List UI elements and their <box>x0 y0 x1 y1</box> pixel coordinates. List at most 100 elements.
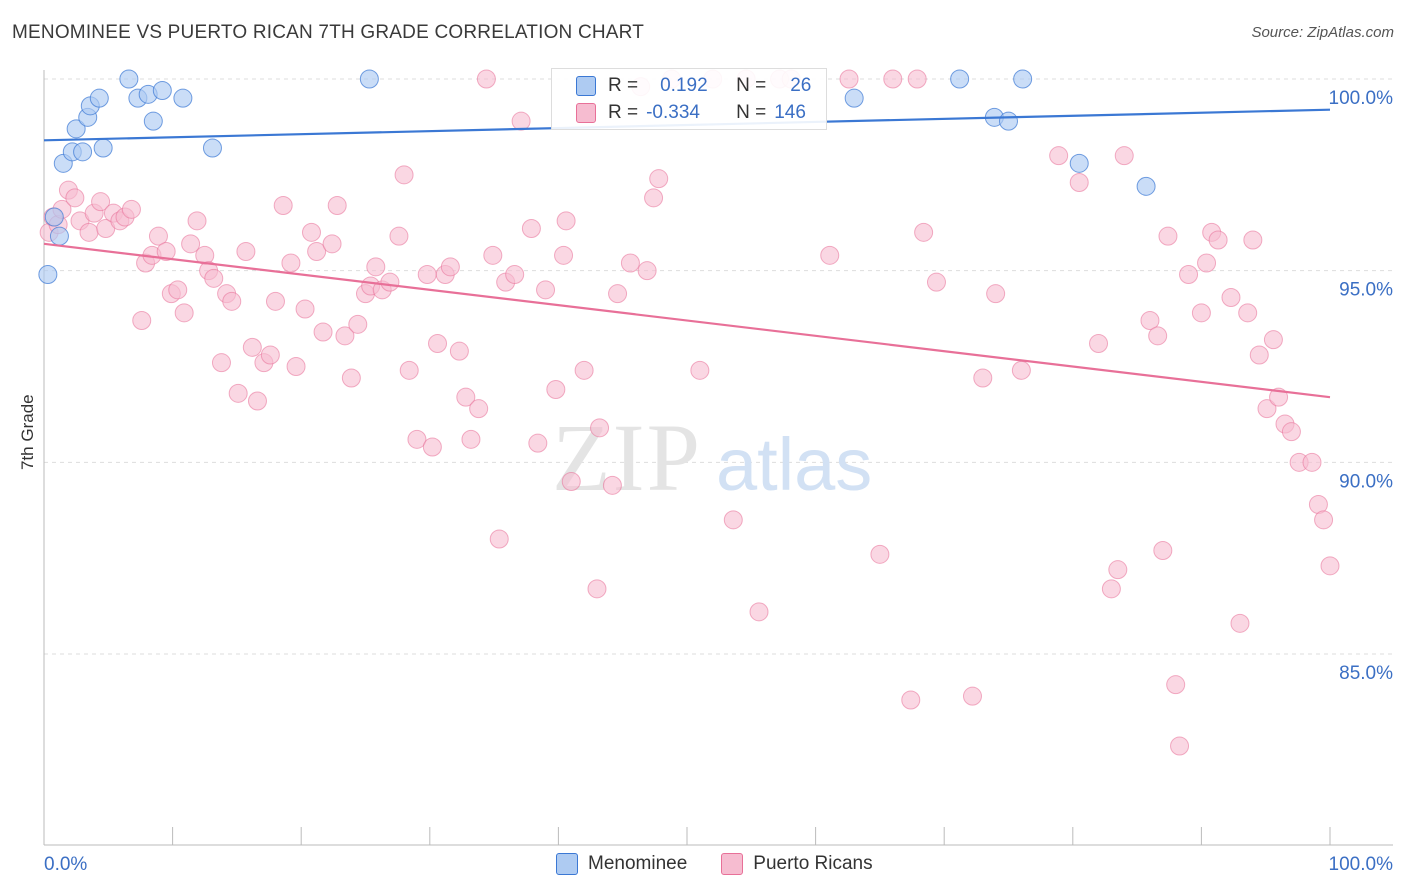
puerto-ricans-point <box>973 368 993 388</box>
puerto-ricans-point <box>644 188 664 208</box>
puerto-ricans-point <box>1089 334 1109 353</box>
r-value: -0.334 <box>646 102 700 123</box>
puerto-ricans-point <box>422 437 442 457</box>
puerto-ricans-point <box>1011 360 1031 380</box>
puerto-ricans-point <box>327 196 347 215</box>
puerto-ricans-point <box>914 222 934 242</box>
puerto-ricans-point <box>839 69 859 89</box>
puerto-ricans-point <box>1166 675 1186 695</box>
n-value: 26 <box>790 75 812 96</box>
puerto-ricans-point <box>242 337 262 357</box>
puerto-ricans-point <box>1101 579 1121 599</box>
puerto-ricans-point <box>181 234 201 254</box>
puerto-ricans-point <box>1148 326 1168 346</box>
puerto-ricans-point <box>1114 146 1134 166</box>
puerto-ricans-point <box>440 257 460 277</box>
puerto-ricans-point <box>1140 311 1160 330</box>
menominee-point <box>173 88 193 108</box>
puerto-ricans-point <box>1302 452 1322 472</box>
puerto-ricans-point <box>723 510 743 530</box>
puerto-ricans-point <box>1170 736 1190 756</box>
puerto-ricans-point <box>1320 556 1340 576</box>
puerto-ricans-point <box>907 69 927 89</box>
puerto-ricans-point <box>469 399 489 419</box>
puerto-ricans-point <box>536 280 556 300</box>
legend-item-puerto-ricans[interactable]: Puerto Ricans <box>721 853 873 875</box>
puerto-ricans-point <box>121 199 141 219</box>
menominee-point <box>44 207 64 227</box>
puerto-ricans-point <box>399 360 419 380</box>
puerto-ricans-point <box>281 253 301 273</box>
puerto-ricans-point <box>1197 253 1217 273</box>
puerto-ricans-point <box>561 472 581 491</box>
puerto-ricans-point <box>247 391 267 411</box>
menominee-point <box>202 138 222 158</box>
puerto-ricans-point <box>1230 613 1250 633</box>
puerto-ricans-point <box>649 169 669 189</box>
puerto-ricans-point <box>1249 345 1269 365</box>
puerto-ricans-point <box>590 418 610 438</box>
puerto-ricans-point <box>260 345 280 365</box>
puerto-ricans-point <box>228 383 248 403</box>
puerto-ricans-point <box>546 380 566 399</box>
puerto-ricans-swatch <box>576 103 596 123</box>
puerto-ricans-point <box>1221 288 1241 307</box>
puerto-ricans-point <box>521 219 541 238</box>
menominee-swatch <box>556 853 578 875</box>
puerto-ricans-point <box>637 261 657 281</box>
puerto-ricans-point <box>1257 399 1277 419</box>
puerto-ricans-point <box>489 529 509 549</box>
menominee-point <box>93 138 113 158</box>
puerto-ricans-point <box>620 253 640 273</box>
legend-item-menominee[interactable]: Menominee <box>556 853 687 875</box>
stats-legend: R = 0.192 N = 26 R = -0.334 N = 146 <box>551 68 827 130</box>
chart-title: MENOMINEE VS PUERTO RICAN 7TH GRADE CORR… <box>12 22 645 43</box>
puerto-ricans-point <box>461 429 481 449</box>
puerto-ricans-point <box>211 353 231 373</box>
axes <box>43 70 1393 846</box>
puerto-ricans-point <box>394 165 414 185</box>
menominee-points <box>38 69 1156 284</box>
y-tick-label: 100.0% <box>1329 88 1394 109</box>
puerto-ricans-point <box>417 265 437 284</box>
puerto-ricans-point <box>322 234 342 254</box>
puerto-ricans-point <box>307 242 327 261</box>
puerto-ricans-point <box>1049 146 1069 166</box>
puerto-ricans-point <box>348 314 368 334</box>
n-label: N = <box>736 75 767 96</box>
legend-label: Menominee <box>588 853 688 874</box>
menominee-point <box>1069 153 1089 173</box>
x-tick-label: 100.0% <box>1329 854 1394 875</box>
puerto-ricans-point <box>556 211 576 231</box>
menominee-point <box>73 142 93 162</box>
puerto-ricans-point <box>528 433 548 453</box>
puerto-ricans-point <box>1208 230 1228 250</box>
puerto-ricans-point <box>91 192 111 212</box>
puerto-ricans-point <box>380 272 400 292</box>
r-label: R = <box>608 102 639 123</box>
puerto-ricans-point <box>901 690 921 710</box>
puerto-ricans-point <box>222 291 242 311</box>
stats-row-menominee: R = 0.192 N = 26 <box>576 74 811 98</box>
menominee-point <box>999 111 1018 131</box>
grid-lines <box>44 78 1393 655</box>
y-tick-label: 95.0% <box>1339 280 1393 301</box>
puerto-ricans-point <box>505 265 525 284</box>
watermark-zip: ZIP <box>552 404 702 511</box>
puerto-ricans-point <box>1158 226 1178 246</box>
r-value: 0.192 <box>660 75 708 96</box>
puerto-ricans-point <box>286 357 306 376</box>
puerto-ricans-point <box>204 268 224 288</box>
r-label: R = <box>608 75 639 96</box>
menominee-point <box>844 88 864 108</box>
x-tick-label: 0.0% <box>44 854 87 875</box>
puerto-ricans-point <box>335 326 355 346</box>
puerto-ricans-point <box>132 311 152 330</box>
puerto-ricans-point <box>926 272 946 292</box>
puerto-ricans-point <box>602 475 622 495</box>
puerto-ricans-point <box>341 368 361 388</box>
chart-source: Source: ZipAtlas.com <box>1251 24 1394 41</box>
puerto-ricans-point <box>449 341 469 361</box>
puerto-ricans-point <box>79 222 99 242</box>
